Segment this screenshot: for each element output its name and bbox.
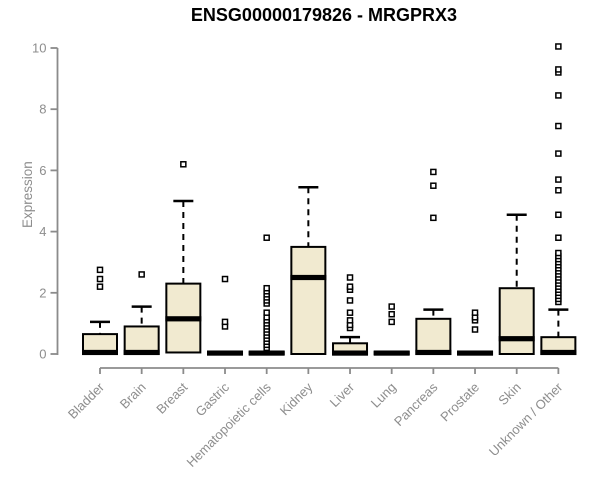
category-label-brain: Brain — [117, 380, 149, 412]
outlier-point-bladder — [96, 283, 104, 290]
outlier-point-unknown-other — [555, 150, 562, 157]
y-tick-label: 2 — [39, 285, 46, 300]
median-line-bladder — [82, 349, 118, 356]
category-label-gastric: Gastric — [192, 379, 232, 419]
category-label-pancreas: Pancreas — [391, 379, 441, 429]
outlier-point-prostate — [471, 309, 479, 316]
median-line-liver — [332, 350, 369, 356]
outlier-point-lung — [388, 318, 395, 326]
outlier-point-bladder — [96, 275, 104, 283]
category-label-unknown-other: Unknown / Other — [486, 379, 566, 459]
median-line-breast — [165, 316, 202, 322]
outlier-point-unknown-other — [555, 249, 562, 257]
outlier-point-unknown-other — [555, 176, 562, 183]
outlier-point-bladder — [96, 266, 104, 274]
outlier-point-liver — [346, 283, 354, 290]
outlier-point-liver — [346, 317, 354, 324]
outlier-point-unknown-other — [555, 122, 562, 130]
median-line-prostate — [457, 350, 494, 356]
outlier-point-liver — [346, 309, 354, 316]
outlier-point-pancreas — [430, 168, 437, 176]
outlier-point-unknown-other — [555, 211, 562, 219]
median-line-gastric — [207, 350, 244, 356]
outlier-point-hematopoietic-cells — [263, 284, 270, 292]
outlier-point-pancreas — [430, 182, 437, 189]
outlier-point-gastric — [221, 275, 229, 283]
median-line-skin — [498, 336, 535, 342]
box-brain — [123, 325, 160, 355]
median-line-pancreas — [415, 349, 452, 356]
category-label-kidney: Kidney — [277, 379, 316, 418]
box-skin — [498, 287, 535, 355]
outlier-point-lung — [388, 303, 395, 310]
outlier-point-unknown-other — [555, 187, 562, 194]
outlier-point-prostate — [471, 326, 479, 333]
box-pancreas — [415, 317, 452, 355]
median-line-hematopoietic-cells — [248, 350, 285, 356]
median-line-lung — [373, 350, 410, 356]
outlier-point-hematopoietic-cells — [263, 234, 270, 241]
median-line-unknown-other — [540, 349, 577, 356]
category-label-prostate: Prostate — [437, 380, 482, 425]
outlier-point-liver — [346, 274, 354, 281]
y-tick-label: 6 — [39, 163, 46, 178]
median-line-brain — [123, 349, 160, 356]
outlier-point-unknown-other — [555, 234, 562, 241]
outlier-point-pancreas — [430, 214, 437, 222]
chart-title: ENSG00000179826 - MRGPRX3 — [190, 5, 458, 25]
outlier-point-unknown-other — [555, 92, 562, 99]
category-label-lung: Lung — [368, 380, 399, 411]
y-tick-label: 4 — [39, 224, 46, 239]
y-tick-label: 10 — [32, 41, 46, 56]
y-tick-label: 8 — [39, 102, 46, 117]
box-kidney — [290, 245, 327, 355]
outlier-point-breast — [180, 161, 187, 168]
category-label-breast: Breast — [153, 379, 190, 416]
category-label-bladder: Bladder — [65, 379, 108, 422]
outlier-point-liver — [346, 297, 354, 304]
outlier-point-gastric — [221, 318, 229, 326]
outlier-point-unknown-other — [555, 66, 562, 73]
y-tick-label: 0 — [39, 347, 46, 362]
category-label-liver: Liver — [327, 379, 358, 410]
category-label-skin: Skin — [495, 380, 523, 408]
outlier-point-unknown-other — [555, 43, 562, 50]
median-line-kidney — [290, 274, 327, 281]
outlier-point-hematopoietic-cells — [263, 309, 270, 316]
outlier-point-brain — [138, 271, 145, 278]
outlier-point-lung — [388, 310, 395, 318]
